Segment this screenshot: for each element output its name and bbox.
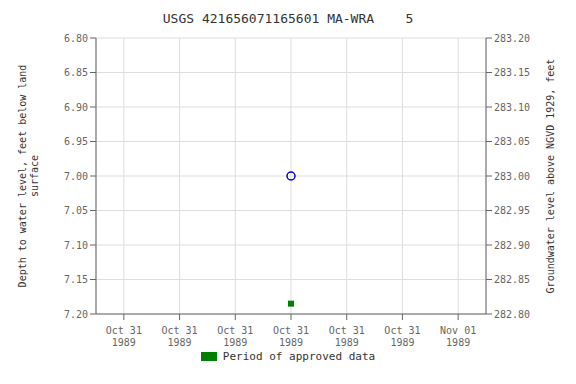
svg-text:7.10: 7.10: [64, 240, 88, 251]
svg-text:Oct 311989: Oct 311989: [162, 325, 198, 348]
svg-text:Oct 311989: Oct 311989: [384, 325, 420, 348]
svg-text:283.05: 283.05: [494, 136, 530, 147]
svg-text:283.15: 283.15: [494, 67, 530, 78]
svg-text:283.10: 283.10: [494, 102, 530, 113]
svg-text:282.80: 282.80: [494, 309, 530, 320]
svg-text:7.00: 7.00: [64, 171, 88, 182]
html-text:USGS 421656071165601 MA-WRA 5: USGS 421656071165601 MA-WRA 5: [162, 11, 414, 26]
svg-text:Nov 011989: Nov 011989: [440, 325, 476, 348]
svg-text:7.05: 7.05: [64, 205, 88, 216]
svg-text:Oct 311989: Oct 311989: [329, 325, 365, 348]
svg-text:283.20: 283.20: [494, 33, 530, 44]
svg-text:Depth to water level, feet bel: Depth to water level, feet below landsur…: [17, 65, 40, 288]
svg-text:Groundwater level above NGVD 1: Groundwater level above NGVD 1929, feet: [545, 59, 556, 294]
svg-text:7.20: 7.20: [64, 309, 88, 320]
svg-text:6.80: 6.80: [64, 33, 88, 44]
svg-text:282.90: 282.90: [494, 240, 530, 251]
html-text:Period of approved data: Period of approved data: [222, 350, 376, 363]
svg-text:Oct 311989: Oct 311989: [273, 325, 309, 348]
svg-text:6.90: 6.90: [64, 102, 88, 113]
svg-text:7.15: 7.15: [64, 274, 88, 285]
svg-text:Oct 311989: Oct 311989: [106, 325, 142, 348]
svg-text:283.00: 283.00: [494, 171, 530, 182]
svg-text:Oct 311989: Oct 311989: [217, 325, 253, 348]
svg-text:6.85: 6.85: [64, 67, 88, 78]
svg-text:6.95: 6.95: [64, 136, 88, 147]
svg-text:282.85: 282.85: [494, 274, 530, 285]
svg-text:282.95: 282.95: [494, 205, 530, 216]
